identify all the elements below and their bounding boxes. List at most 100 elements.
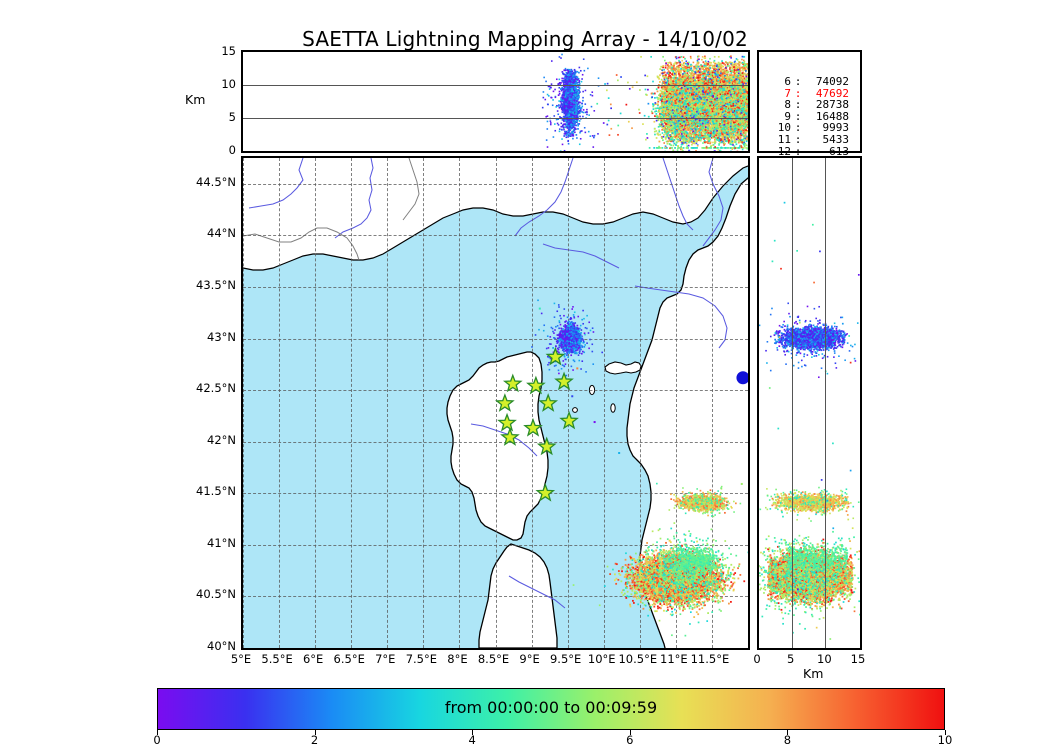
river-north-1	[248, 158, 304, 209]
map-ytick: 40.5°N	[180, 587, 236, 601]
top-gridline-10km	[243, 85, 748, 86]
lma-station-star	[545, 346, 566, 366]
right-xtick: 10	[804, 652, 844, 666]
map-horizontal-gridline	[243, 493, 748, 495]
map-xtick: 5°E	[211, 652, 271, 666]
colorbar-tick: 6	[620, 733, 640, 747]
map-vertical-gridline	[243, 158, 244, 648]
right-xtick: 5	[771, 652, 811, 666]
lma-station-star	[559, 410, 579, 430]
coast-elba	[604, 361, 642, 375]
top-ytick-10: 10	[221, 77, 236, 91]
map-xtick: 11.5°E	[680, 652, 740, 666]
coast-pianosa	[572, 407, 578, 413]
river-italy-mid	[542, 243, 620, 269]
top-ytick-15: 15	[221, 44, 236, 58]
map-vertical-gridline	[351, 158, 353, 648]
map-y-ticklabels: 44.5°N 44°N 43.5°N 43°N 42.5°N 42°N 41.5°N 41°N…	[180, 150, 236, 660]
lma-station-star	[535, 482, 556, 502]
colorbar-tickmark	[945, 730, 946, 735]
colorbar-tickmark	[787, 730, 789, 735]
rivers-group	[248, 158, 728, 609]
right-gridline-5km	[792, 158, 793, 648]
lma-station-star	[536, 436, 557, 456]
map-panel[interactable]	[241, 156, 750, 650]
map-ytick: 41°N	[180, 536, 236, 550]
map-ytick: 42.5°N	[180, 381, 236, 395]
map-horizontal-gridline	[243, 183, 748, 185]
map-ytick: 40°N	[180, 639, 236, 653]
map-vertical-gridline	[279, 158, 281, 648]
right-panel-scatter	[759, 201, 860, 640]
right-panel-x-axis-label: Km	[803, 666, 823, 681]
map-vertical-gridline	[639, 158, 641, 648]
map-xtick: 5.5°E	[247, 652, 307, 666]
map-xtick: 11°E	[644, 652, 704, 666]
lma-station-star	[523, 417, 543, 437]
station-count-row: 6:74092	[765, 76, 849, 88]
top-ytick-5: 5	[229, 110, 236, 124]
map-vertical-gridline	[711, 158, 713, 648]
map-ytick: 43°N	[180, 330, 236, 344]
lma-station-star	[495, 393, 515, 412]
station-count-legend: 6:74092 7:47692 8:28738 9:16488 10:9993 11:54…	[757, 50, 862, 157]
colorbar-tickmark	[472, 730, 474, 735]
map-xtick: 10.5°E	[608, 652, 668, 666]
lma-station-star	[502, 373, 523, 393]
colorbar-time-range-label: from 00:00:00 to 00:09:59	[157, 698, 945, 717]
top-panel-y-axis-label: Km	[185, 92, 205, 107]
map-vertical-gridline	[423, 158, 425, 648]
river-arno	[662, 158, 694, 231]
map-xtick: 9°E	[500, 652, 560, 666]
map-horizontal-gridline	[243, 390, 748, 392]
map-xtick: 10°E	[572, 652, 632, 666]
map-xtick: 9.5°E	[536, 652, 596, 666]
map-ytick: 44°N	[180, 226, 236, 240]
map-xtick: 6°E	[283, 652, 343, 666]
map-horizontal-gridline	[243, 338, 748, 340]
right-xtick: 0	[737, 652, 777, 666]
top-gridline-5km	[243, 118, 748, 119]
colorbar-tick: 2	[305, 733, 325, 747]
border-france-italy	[402, 158, 420, 221]
river-italy-east	[634, 285, 728, 349]
colorbar-tickmark	[629, 730, 631, 735]
map-lightning-scatter	[531, 299, 748, 637]
colorbar-tick: 4	[462, 733, 482, 747]
map-xtick: 7°E	[355, 652, 415, 666]
river-sardinia	[508, 575, 566, 609]
map-xtick: 8°E	[427, 652, 487, 666]
coast-sardinia	[478, 543, 558, 648]
time-colorbar[interactable]	[157, 688, 945, 730]
map-vertical-gridline	[531, 158, 533, 648]
station-count-row: 10:9993	[765, 122, 849, 134]
lma-station-star	[500, 427, 520, 446]
colorbar-tick: 8	[777, 733, 797, 747]
map-vertical-gridline	[675, 158, 677, 648]
white-land-shapes	[243, 158, 748, 648]
map-horizontal-gridline	[243, 441, 748, 443]
longitude-altitude-panel[interactable]	[241, 50, 750, 153]
map-horizontal-gridline	[243, 648, 748, 649]
map-vertical-gridline	[603, 158, 605, 648]
station-count-row: 8:28738	[765, 99, 849, 111]
map-ytick: 43.5°N	[180, 278, 236, 292]
map-horizontal-gridline	[243, 596, 748, 598]
page-title: SAETTA Lightning Mapping Array - 14/10/0…	[0, 27, 1050, 51]
map-horizontal-gridline	[243, 235, 748, 237]
map-horizontal-gridline	[243, 286, 748, 288]
isolated-source-marker	[736, 371, 748, 385]
station-count-row: 9:16488	[765, 111, 849, 123]
coast-capraia	[588, 384, 596, 396]
map-horizontal-gridline	[243, 544, 748, 546]
map-xtick: 8.5°E	[464, 652, 524, 666]
map-geography	[243, 158, 748, 648]
map-x-ticklabels: 5°E 5.5°E 6°E 6.5°E 7°E 7.5°E 8°E 8.5°E 9°E 9.5°E…	[0, 652, 1050, 672]
top-panel-scatter	[541, 53, 748, 151]
map-ytick: 41.5°N	[180, 484, 236, 498]
river-rhone	[334, 158, 374, 239]
altitude-latitude-panel[interactable]	[757, 156, 862, 650]
river-po	[514, 158, 574, 237]
station-count-row: 7:47692	[765, 87, 849, 100]
